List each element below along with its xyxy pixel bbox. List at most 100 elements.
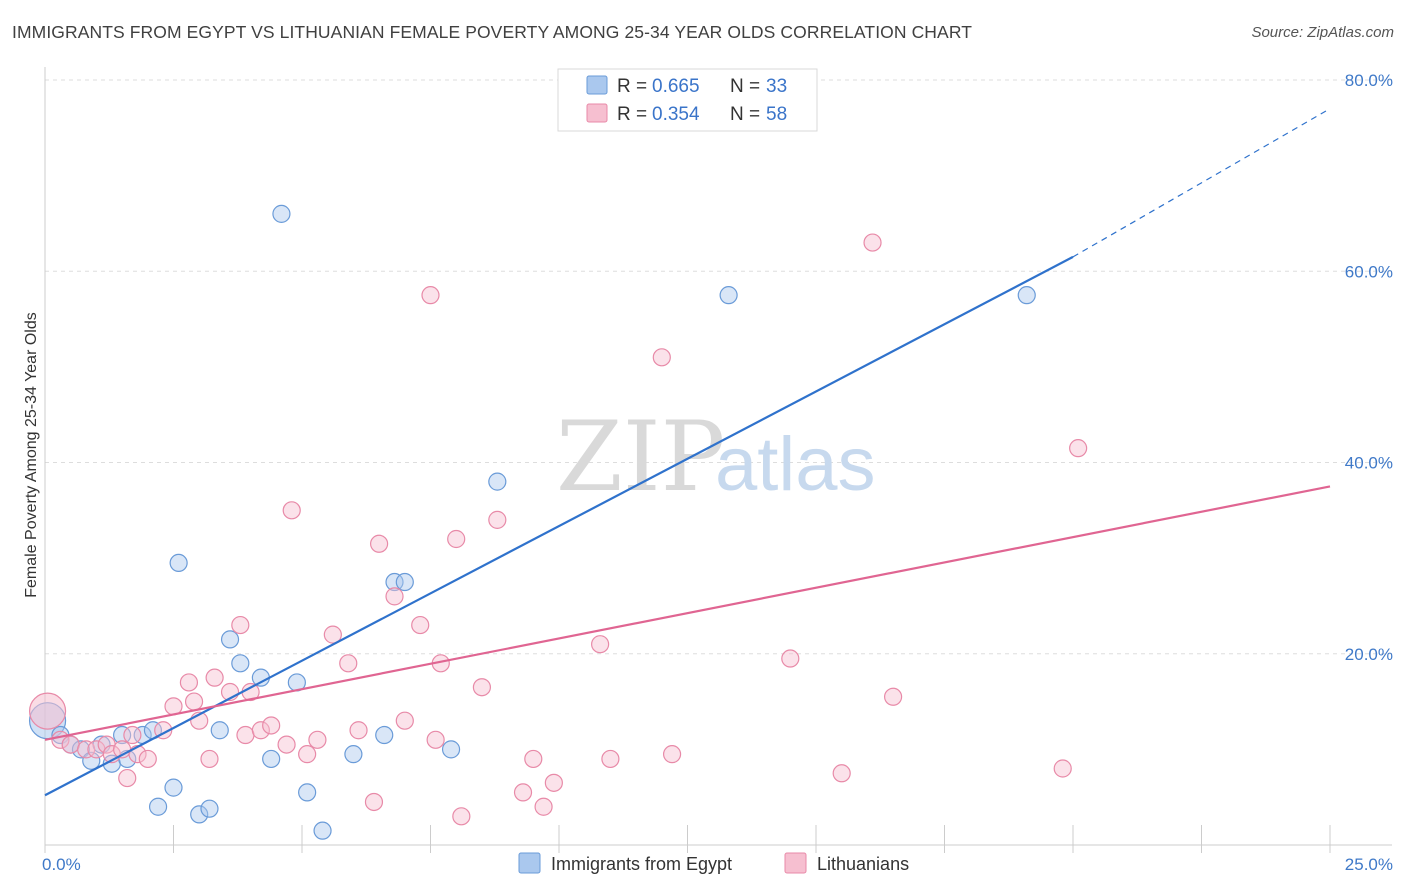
- legend-r-value-egypt: 0.665: [652, 76, 700, 97]
- series-legend: Immigrants from Egypt Lithuanians: [518, 852, 909, 874]
- watermark: ZIP atlas: [556, 401, 876, 513]
- egypt-point: [169, 553, 188, 573]
- egypt-point: [220, 630, 240, 649]
- trend-lines: [44, 108, 1331, 797]
- egypt-trend-extension: [1072, 108, 1331, 258]
- egypt-point: [1017, 286, 1036, 305]
- egypt-point: [441, 740, 461, 759]
- egypt-point: [148, 797, 168, 816]
- axes: [44, 67, 1392, 853]
- legend-swatch-lithuanians: [586, 103, 608, 123]
- egypt-point: [200, 799, 219, 818]
- lithuanian-point: [277, 735, 296, 754]
- lithuanian-point: [364, 792, 384, 812]
- tick-labels: 20.0% 40.0% 60.0% 80.0% 0.0% 25.0%: [42, 71, 1393, 874]
- lithuanian-point: [883, 687, 903, 706]
- lithuanian-point: [781, 649, 800, 668]
- lithuanian-point: [863, 233, 882, 252]
- lithuanian-point: [123, 725, 142, 745]
- lithuanian-point: [421, 286, 440, 305]
- lithuanian-point: [282, 501, 301, 520]
- legend-r-label-egypt: R =: [617, 76, 647, 97]
- egypt-point: [313, 821, 332, 840]
- lithuanian-point: [200, 749, 219, 769]
- lithuanian-point: [426, 730, 445, 749]
- lithuanian-point: [591, 635, 610, 654]
- egypt-point: [71, 740, 91, 759]
- lithuanian-point: [534, 797, 553, 816]
- lithuanian-point: [411, 615, 430, 635]
- egypt-point: [719, 286, 738, 305]
- lithuanian-point: [832, 764, 851, 783]
- lithuanian-point: [370, 534, 389, 553]
- lithuanian-point: [118, 768, 137, 788]
- egypt-point: [488, 472, 507, 491]
- lithuanian-point: [452, 807, 471, 826]
- lithuanian-point: [184, 692, 204, 711]
- legend-n-value-egypt: 33: [766, 76, 787, 97]
- egypt-point: [344, 745, 363, 764]
- lithuanian-point: [349, 721, 368, 740]
- egypt-point: [375, 725, 394, 745]
- legend-swatch-egypt: [586, 75, 608, 95]
- lithuanian-point: [339, 654, 358, 673]
- lithuanian-point: [1053, 759, 1072, 778]
- bottom-legend-label-lithuanians: Lithuanians: [817, 854, 909, 874]
- lithuanian-point: [1069, 439, 1088, 458]
- lithuanian-point: [179, 673, 199, 692]
- y-tick-label: 60.0%: [1345, 262, 1393, 281]
- x-tick-label: 0.0%: [42, 855, 81, 874]
- legend-n-value-lithuanians: 58: [766, 104, 787, 125]
- egypt-point: [112, 725, 132, 745]
- lithuanian-point: [447, 529, 466, 549]
- lithuanian-point: [513, 783, 533, 802]
- watermark-atlas: atlas: [715, 422, 876, 507]
- lithuanian-point: [544, 773, 563, 792]
- lithuanian-point: [77, 740, 96, 759]
- egypt-point: [164, 778, 183, 797]
- lithuanian-point: [28, 692, 67, 730]
- lithuanian-point: [652, 348, 671, 367]
- egypt-point: [251, 668, 270, 687]
- watermark-zip: ZIP: [556, 401, 725, 513]
- egypt-point: [298, 783, 317, 802]
- grid: [45, 79, 1392, 655]
- lithuanian-point: [251, 721, 270, 740]
- legend-r-label-lithuanians: R =: [617, 104, 647, 125]
- egypt-trend-line: [44, 255, 1074, 797]
- lithuanian-point: [385, 587, 404, 606]
- egypt-point: [385, 572, 404, 592]
- y-tick-label: 40.0%: [1345, 454, 1393, 473]
- egypt-point: [210, 721, 229, 740]
- source-label: Source: ZipAtlas.com: [1251, 24, 1394, 41]
- x-tick-label: 25.0%: [1345, 855, 1393, 874]
- bottom-legend-swatch-egypt: [518, 852, 541, 874]
- egypt-point: [272, 204, 291, 223]
- egypt-point: [231, 654, 250, 673]
- chart-title: IMMIGRANTS FROM EGYPT VS LITHUANIAN FEMA…: [12, 22, 973, 42]
- lithuanian-point: [308, 730, 327, 749]
- correlation-legend: R = 0.665 N = 33 R = 0.354 N = 58: [557, 68, 818, 132]
- y-axis-label: Female Poverty Among 25-34 Year Olds: [23, 312, 40, 598]
- egypt-point: [395, 572, 414, 592]
- lithuanian-point: [472, 678, 491, 697]
- legend-n-label-egypt: N =: [730, 76, 760, 97]
- lithuanian-point: [323, 625, 342, 644]
- lithuanian-point: [236, 725, 255, 745]
- bottom-legend-label-egypt: Immigrants from Egypt: [551, 854, 732, 874]
- lithuanian-point: [488, 510, 507, 529]
- lithuanian-point: [662, 745, 682, 764]
- legend-n-label-lithuanians: N =: [730, 104, 760, 125]
- y-tick-label: 20.0%: [1345, 645, 1393, 664]
- bottom-legend-swatch-lithuanians: [784, 852, 807, 874]
- lithuanian-point: [524, 749, 543, 769]
- lithuanian-point: [601, 749, 620, 769]
- y-tick-label: 80.0%: [1345, 71, 1393, 90]
- lithuanian-point: [395, 711, 414, 730]
- lithuanian-point: [205, 668, 224, 687]
- lithuanian-point: [231, 615, 250, 635]
- egypt-point: [262, 749, 281, 769]
- legend-r-value-lithuanians: 0.354: [652, 104, 700, 125]
- lithuanian-point: [298, 745, 317, 764]
